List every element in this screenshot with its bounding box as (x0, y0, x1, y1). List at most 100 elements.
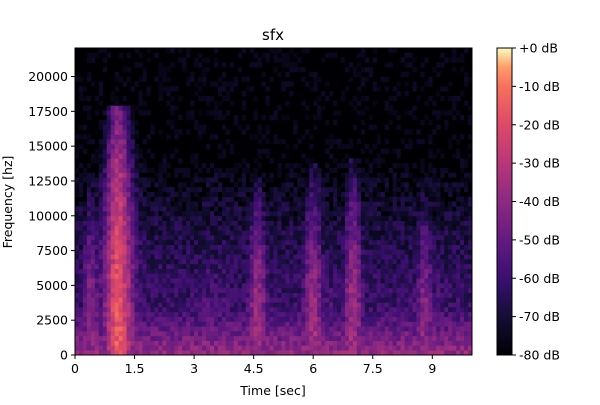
heatmap-cell (376, 211, 381, 217)
heatmap-cell (237, 302, 243, 308)
heatmap-cell (130, 345, 135, 351)
heatmap-cell (166, 230, 171, 236)
heatmap-cell (352, 177, 358, 183)
heatmap-cell (174, 206, 179, 212)
heatmap-cell (392, 278, 397, 284)
heatmap-cell (90, 273, 96, 279)
heatmap-cell (333, 220, 338, 226)
heatmap-cell (86, 172, 92, 178)
heatmap-cell (245, 230, 250, 236)
heatmap-cell (170, 345, 175, 351)
heatmap-cell (368, 345, 374, 351)
heatmap-cell (110, 249, 115, 255)
heatmap-cell (456, 311, 461, 317)
heatmap-cell (388, 259, 393, 265)
heatmap-cell (86, 259, 92, 265)
heatmap-cell (317, 110, 322, 116)
heatmap-cell (209, 254, 215, 260)
heatmap-cell (253, 201, 258, 207)
heatmap-cell (281, 235, 286, 241)
heatmap-cell (428, 76, 433, 82)
heatmap-cell (162, 220, 167, 226)
x-axis-ticks: 0 1.5 3 4.5 6 7.5 9 (71, 355, 436, 376)
heatmap-cell (178, 345, 183, 351)
heatmap-cell (356, 71, 362, 78)
heatmap-cell (364, 143, 370, 150)
heatmap-cell (428, 249, 433, 255)
heatmap-cell (408, 316, 413, 322)
heatmap-cell (221, 235, 227, 241)
heatmap-cell (400, 139, 405, 145)
heatmap-cell (388, 268, 393, 274)
heatmap-cell (198, 167, 203, 174)
heatmap-cell (424, 115, 429, 121)
heatmap-cell (420, 163, 425, 169)
heatmap-cell (217, 220, 223, 226)
heatmap-cell (436, 283, 441, 289)
heatmap-cell (209, 81, 215, 87)
heatmap-cell (452, 263, 457, 269)
heatmap-cell (352, 215, 358, 221)
heatmap-cell (170, 283, 175, 289)
heatmap-cell (221, 211, 227, 217)
heatmap-cell (142, 340, 147, 346)
heatmap-cell (90, 263, 96, 269)
heatmap-cell (360, 230, 366, 236)
heatmap-cell (82, 177, 88, 183)
heatmap-cell (82, 225, 88, 231)
heatmap-cell (110, 177, 115, 183)
heatmap-cell (269, 201, 274, 207)
heatmap-cell (110, 321, 115, 327)
heatmap-cell (428, 220, 433, 226)
heatmap-cell (225, 278, 231, 284)
heatmap-cell (380, 335, 385, 341)
heatmap-cell (237, 311, 243, 317)
heatmap-cell (162, 201, 167, 207)
heatmap-cell (94, 311, 100, 317)
heatmap-cell (416, 292, 421, 298)
heatmap-cell (138, 196, 143, 202)
heatmap-cell (162, 316, 167, 322)
heatmap-cell (217, 278, 223, 284)
heatmap-cell (198, 220, 203, 226)
heatmap-cell (257, 177, 262, 183)
heatmap-cell (178, 273, 183, 279)
heatmap-cell (209, 335, 215, 341)
heatmap-cell (376, 340, 381, 346)
heatmap-cell (388, 235, 393, 241)
heatmap-cell (460, 311, 465, 317)
heatmap-cell (102, 254, 108, 260)
heatmap-cell (289, 235, 294, 241)
heatmap-cell (265, 129, 270, 135)
heatmap-cell (253, 215, 258, 221)
heatmap-cell (289, 254, 294, 260)
heatmap-cell (285, 297, 290, 303)
heatmap-cell (436, 254, 441, 260)
heatmap-cell (102, 263, 108, 269)
heatmap-cell (277, 172, 282, 178)
heatmap-cell (138, 110, 143, 116)
heatmap-cell (186, 187, 191, 193)
heatmap-cell (428, 268, 433, 274)
heatmap-cell (102, 350, 108, 356)
heatmap-cell (444, 268, 449, 274)
heatmap-cell (213, 206, 219, 212)
heatmap-cell (301, 268, 306, 274)
heatmap-cell (229, 297, 235, 303)
heatmap-cell (78, 143, 84, 150)
heatmap-cell (380, 302, 385, 308)
heatmap-cell (325, 163, 330, 169)
heatmap-cell (352, 191, 358, 198)
heatmap-cell (301, 278, 306, 284)
heatmap-cell (253, 211, 258, 217)
heatmap-cell (186, 76, 191, 82)
heatmap-cell (146, 331, 151, 337)
heatmap-cell (170, 273, 175, 279)
heatmap-cell (174, 268, 179, 274)
heatmap-cell (241, 244, 247, 250)
heatmap-cell (206, 196, 211, 202)
heatmap-cell (98, 321, 104, 327)
heatmap-cell (424, 350, 429, 356)
heatmap-cell (329, 331, 334, 337)
